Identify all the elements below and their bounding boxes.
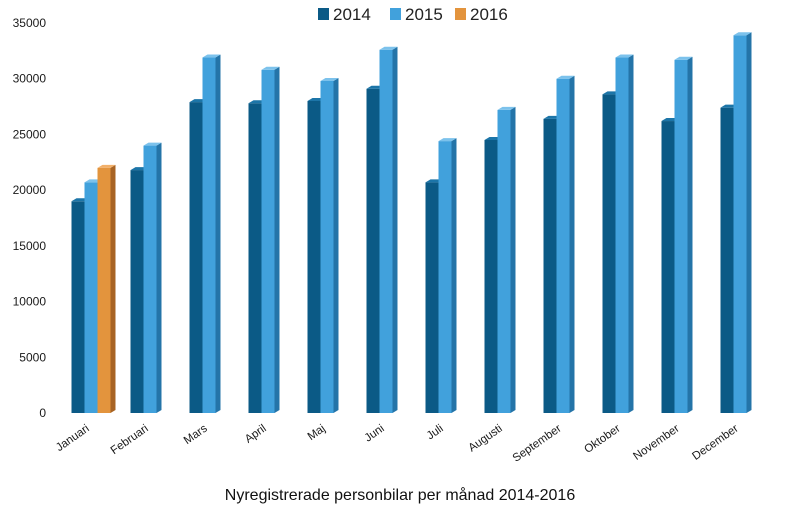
bar-side: [215, 54, 221, 414]
bar-top: [674, 56, 693, 60]
x-tick-label: Mars: [182, 422, 210, 447]
bar-front: [261, 69, 275, 414]
bar-front: [84, 182, 98, 413]
bar-2015-maj: [320, 77, 339, 413]
x-tick-label: Maj: [306, 423, 328, 443]
bar-side: [628, 54, 634, 414]
bar-front: [674, 59, 688, 414]
x-tick-label: Augusti: [466, 423, 504, 455]
bar-2015-juli: [438, 138, 457, 413]
bar-front: [248, 103, 262, 413]
y-tick-label: 25000: [13, 127, 47, 141]
bar-top: [438, 138, 457, 142]
bar-side: [569, 75, 575, 413]
bar-front: [307, 101, 321, 413]
bar-front: [202, 57, 216, 414]
x-tick-label: Februari: [109, 423, 151, 457]
bar-side: [687, 56, 693, 414]
legend-label: 2015: [405, 5, 443, 24]
x-tick-label: Oktober: [582, 423, 623, 456]
bar-2015-april: [261, 66, 280, 414]
bar-top: [261, 66, 280, 70]
bar-front: [143, 145, 157, 414]
legend-item-2015: 2015: [390, 5, 443, 24]
bar-front: [484, 140, 498, 413]
bar-front: [556, 78, 570, 413]
bar-front: [733, 35, 747, 413]
bar-top: [615, 54, 634, 58]
bar-2015-december: [733, 32, 752, 413]
y-tick-label: 30000: [13, 72, 47, 86]
bar-front: [720, 107, 734, 413]
bar-2015-november: [674, 56, 693, 414]
bar-top: [97, 164, 116, 168]
bar-front: [366, 88, 380, 413]
legend: 2014 2015 2016: [318, 5, 508, 24]
x-tick-label: Januari: [54, 423, 92, 454]
y-tick-label: 20000: [13, 183, 47, 197]
legend-label: 2016: [470, 5, 508, 24]
y-tick-label: 10000: [13, 295, 47, 309]
bar-top: [143, 142, 162, 146]
bar-2015-juni: [379, 46, 398, 413]
bar-front: [425, 182, 439, 413]
bar-2015-oktober: [615, 54, 634, 414]
y-tick-label: 5000: [19, 350, 46, 364]
x-tick-label: September: [511, 423, 564, 465]
y-tick-label: 0: [39, 406, 46, 420]
bar-top: [733, 32, 752, 36]
legend-label: 2014: [333, 5, 371, 24]
bar-top: [379, 46, 398, 50]
y-tick-label: 15000: [13, 239, 47, 253]
bar-2015-februari: [143, 142, 162, 414]
legend-swatch: [318, 8, 329, 20]
bar-front: [130, 170, 144, 413]
bar-front: [97, 167, 111, 413]
bar-front: [615, 57, 629, 414]
y-axis: 0 5000 10000 15000 20000 25000 30000 35000: [13, 16, 47, 420]
bar-front: [438, 141, 452, 413]
bar-side: [333, 77, 339, 413]
bar-side: [746, 32, 752, 413]
bar-front: [497, 109, 511, 414]
legend-swatch: [455, 8, 466, 20]
bar-front: [543, 118, 557, 413]
bar-front: [189, 102, 203, 413]
bars: [71, 32, 752, 414]
bar-front: [320, 80, 334, 413]
x-axis: Januari Februari Mars April Maj Juni Juli Augus…: [54, 422, 741, 464]
bar-side: [110, 164, 116, 413]
bar-top: [320, 77, 339, 81]
bar-side: [451, 138, 457, 413]
x-tick-label: Juni: [363, 423, 387, 445]
bar-2015-mars: [202, 54, 221, 414]
bar-front: [71, 201, 85, 413]
chart-caption: Nyregistrerade personbilar per månad 201…: [225, 486, 576, 504]
bar-side: [156, 142, 162, 414]
x-tick-label: December: [690, 423, 740, 463]
x-tick-label: April: [243, 423, 269, 446]
bar-top: [202, 54, 221, 58]
bar-side: [392, 46, 398, 413]
bar-2016-januari: [97, 164, 116, 413]
bar-front: [661, 121, 675, 414]
legend-item-2016: 2016: [455, 5, 508, 24]
bar-side: [274, 66, 280, 414]
x-tick-label: Juli: [425, 423, 446, 443]
legend-item-2014: 2014: [318, 5, 371, 24]
bar-front: [379, 49, 393, 413]
bar-2015-september: [556, 75, 575, 413]
bar-top: [497, 106, 516, 110]
x-tick-label: November: [631, 423, 681, 463]
bar-side: [510, 106, 516, 414]
bar-2015-augusti: [497, 106, 516, 414]
bar-top: [556, 75, 575, 79]
legend-swatch: [390, 8, 401, 20]
y-tick-label: 35000: [13, 16, 47, 30]
bar-front: [602, 94, 616, 414]
